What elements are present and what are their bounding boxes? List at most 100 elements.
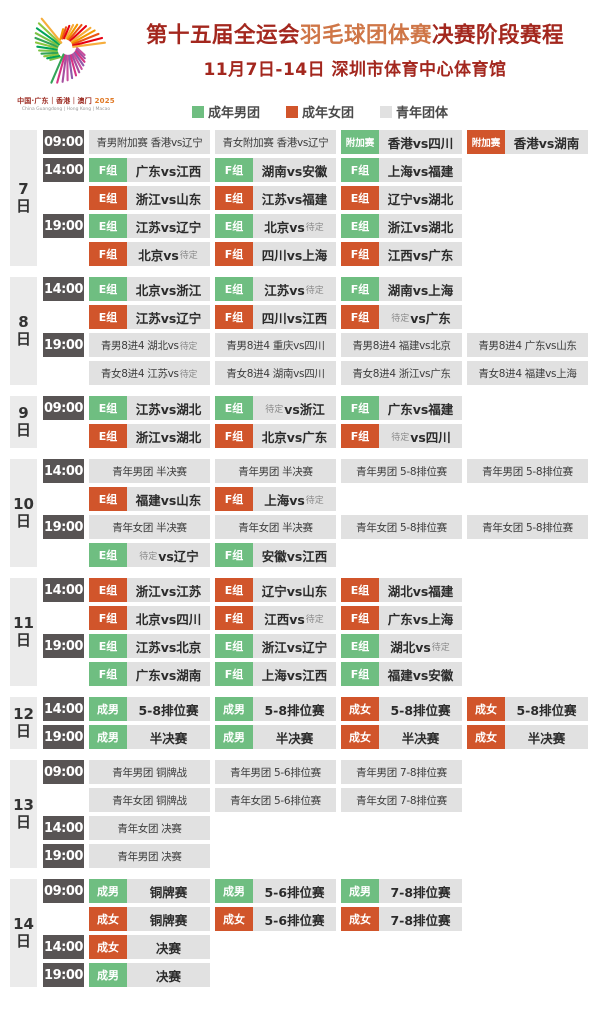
match-cell: 青女8进4 浙江vs广东 [341,361,462,385]
schedule-row: 14:00 E组 浙江vs江苏 E组 辽宁vs山东 E组 湖北vs福建 [43,578,595,602]
group-tag: 成男 [89,963,127,987]
match-text: 铜牌赛 [149,912,188,928]
match-text: 江苏vs辽宁 [135,219,202,235]
day-rows: 14:00 E组 北京vs浙江 E组 江苏vs 待定 F组 湖南vs上海 E组 江苏vs辽宁 F组… [43,277,595,385]
match-text: 浙江vs山东 [135,191,202,207]
match-text: 青女8进4 湖南vs四川 [226,367,325,380]
match-text: 青年女团 5-8排位赛 [482,521,573,534]
title-block: 第十五届全运会羽毛球团体赛决赛阶段赛程 11月7日-14日 深圳市体育中心体育馆 [125,10,585,80]
match-text: 北京vs四川 [135,611,202,627]
schedule-row: E组 浙江vs山东 E组 江苏vs福建 E组 辽宁vs湖北 [43,186,595,210]
emblem-ray [70,53,81,74]
group-tag: F组 [89,662,127,686]
legend-item: 成年女团 [285,102,354,121]
match-cell: F组 待定 vs广东 [341,305,462,329]
emblem-ray [63,24,71,40]
match-text: 湖南vs安徽 [261,163,328,179]
match-cell: 青年男团 半决赛 [89,459,210,483]
match-text: 广东vs江西 [135,163,202,179]
match-text: 湖北vs福建 [387,583,454,599]
group-tag: F组 [89,158,127,182]
schedule-row: 19:00 青男8进4 湖北vs 待定 青男8进4 重庆vs四川 青男8进4 福建vs… [43,333,595,357]
match-cell: 青男8进4 湖北vs 待定 [89,333,210,357]
schedule-row: 09:00 成男 铜牌赛 成男 5-6排位赛 成男 7-8排位赛 [43,879,595,903]
match-cell: E组 湖北vs 待定 [341,634,462,658]
day-block: 10 日 14:00 青年男团 半决赛 青年男团 半决赛 青年男团 5-8排位赛 青年男团 … [10,459,595,567]
group-tag: 成男 [215,697,253,721]
match-cell: 附加赛 香港vs四川 [341,130,462,154]
match-cell: E组 北京vs 待定 [215,214,336,238]
match-cell: 青女附加赛 香港vs辽宁 [215,130,336,154]
match-text: 半决赛 [527,730,566,746]
emblem-ray [66,23,79,41]
group-tag: E组 [215,396,253,420]
match-cell: E组 浙江vs江苏 [89,578,210,602]
emblem-ray [64,23,75,40]
day-rows: 14:00 E组 浙江vs江苏 E组 辽宁vs山东 E组 湖北vs福建 F组 北京vs四川 F组江… [43,578,595,686]
group-tag: E组 [215,186,253,210]
match-cell: E组 江苏vs北京 [89,634,210,658]
pending-label: 待定 [139,551,158,562]
emblem-ray [61,54,68,83]
emblem-ray [72,41,106,48]
emblem-ray [69,54,78,77]
match-cell: 青女8进4 福建vs上海 [467,361,588,385]
match-cell: 成女 半决赛 [341,725,462,749]
legend: 成年男团 成年女团 青年团体 [40,102,600,121]
match-text: 安徽vs江西 [261,548,328,564]
emblem-ray [72,36,104,47]
pending-label: 待定 [305,285,324,296]
match-cell: 青男8进4 广东vs山东 [467,333,588,357]
group-tag: E组 [89,396,127,420]
match-text: 5-8排位赛 [390,702,451,718]
legend-swatch-icon [285,105,298,118]
group-tag: F组 [341,662,379,686]
emblem-ray [70,26,92,43]
group-tag: E组 [341,634,379,658]
emblem-ray [34,41,59,50]
group-tag: E组 [89,487,127,511]
time-cell: 14:00 [43,277,84,301]
match-text: 青男8进4 福建vs北京 [352,339,451,352]
time-cell: 19:00 [43,515,84,539]
emblem-ray [50,53,65,84]
group-tag: F组 [215,543,253,567]
time-cell: 19:00 [43,725,84,749]
day-rows: 14:00 成男 5-8排位赛 成男 5-8排位赛 成女 5-8排位赛 成女 5-8排位赛 19:… [43,697,595,749]
match-cell: 成男 7-8排位赛 [341,879,462,903]
group-tag: F组 [215,606,253,630]
legend-label: 成年男团 [207,106,260,121]
group-tag: F组 [215,424,253,448]
match-cell: 青年女团 5-8排位赛 [467,515,588,539]
group-tag: F组 [341,424,379,448]
group-tag: 成女 [89,907,127,931]
time-cell: 14:00 [43,935,84,959]
title-highlight: 羽毛球团体赛 [299,23,432,48]
match-cell: E组 待定 vs浙江 [215,396,336,420]
pending-label: 待定 [391,432,410,443]
emblem-ray [35,27,61,46]
match-cell: 青年男团 决赛 [89,844,210,868]
group-tag: F组 [215,305,253,329]
match-text: 5-6排位赛 [264,912,325,928]
group-tag: E组 [215,578,253,602]
schedule-row: 14:00 成女 决赛 [43,935,595,959]
day-number: 8 [18,312,29,331]
match-cell: 青年女团 半决赛 [89,515,210,539]
match-text: 上海vs江西 [261,667,328,683]
match-text: 浙江vs辽宁 [261,639,328,655]
time-cell [43,305,84,329]
schedule-row: 19:00 成男 决赛 [43,963,595,987]
day-label: 14 日 [10,879,37,987]
match-cell: E组 北京vs浙江 [89,277,210,301]
match-text: 青男8进4 广东vs山东 [478,339,577,352]
match-cell: 成女 铜牌赛 [89,907,210,931]
match-cell: 青年男团 铜牌战 [89,760,210,784]
day-suffix: 日 [15,197,31,215]
group-tag: E组 [215,277,253,301]
match-cell: F组 广东vs上海 [341,606,462,630]
group-tag: 成男 [89,879,127,903]
group-tag: F组 [341,242,379,266]
time-cell [43,424,84,448]
